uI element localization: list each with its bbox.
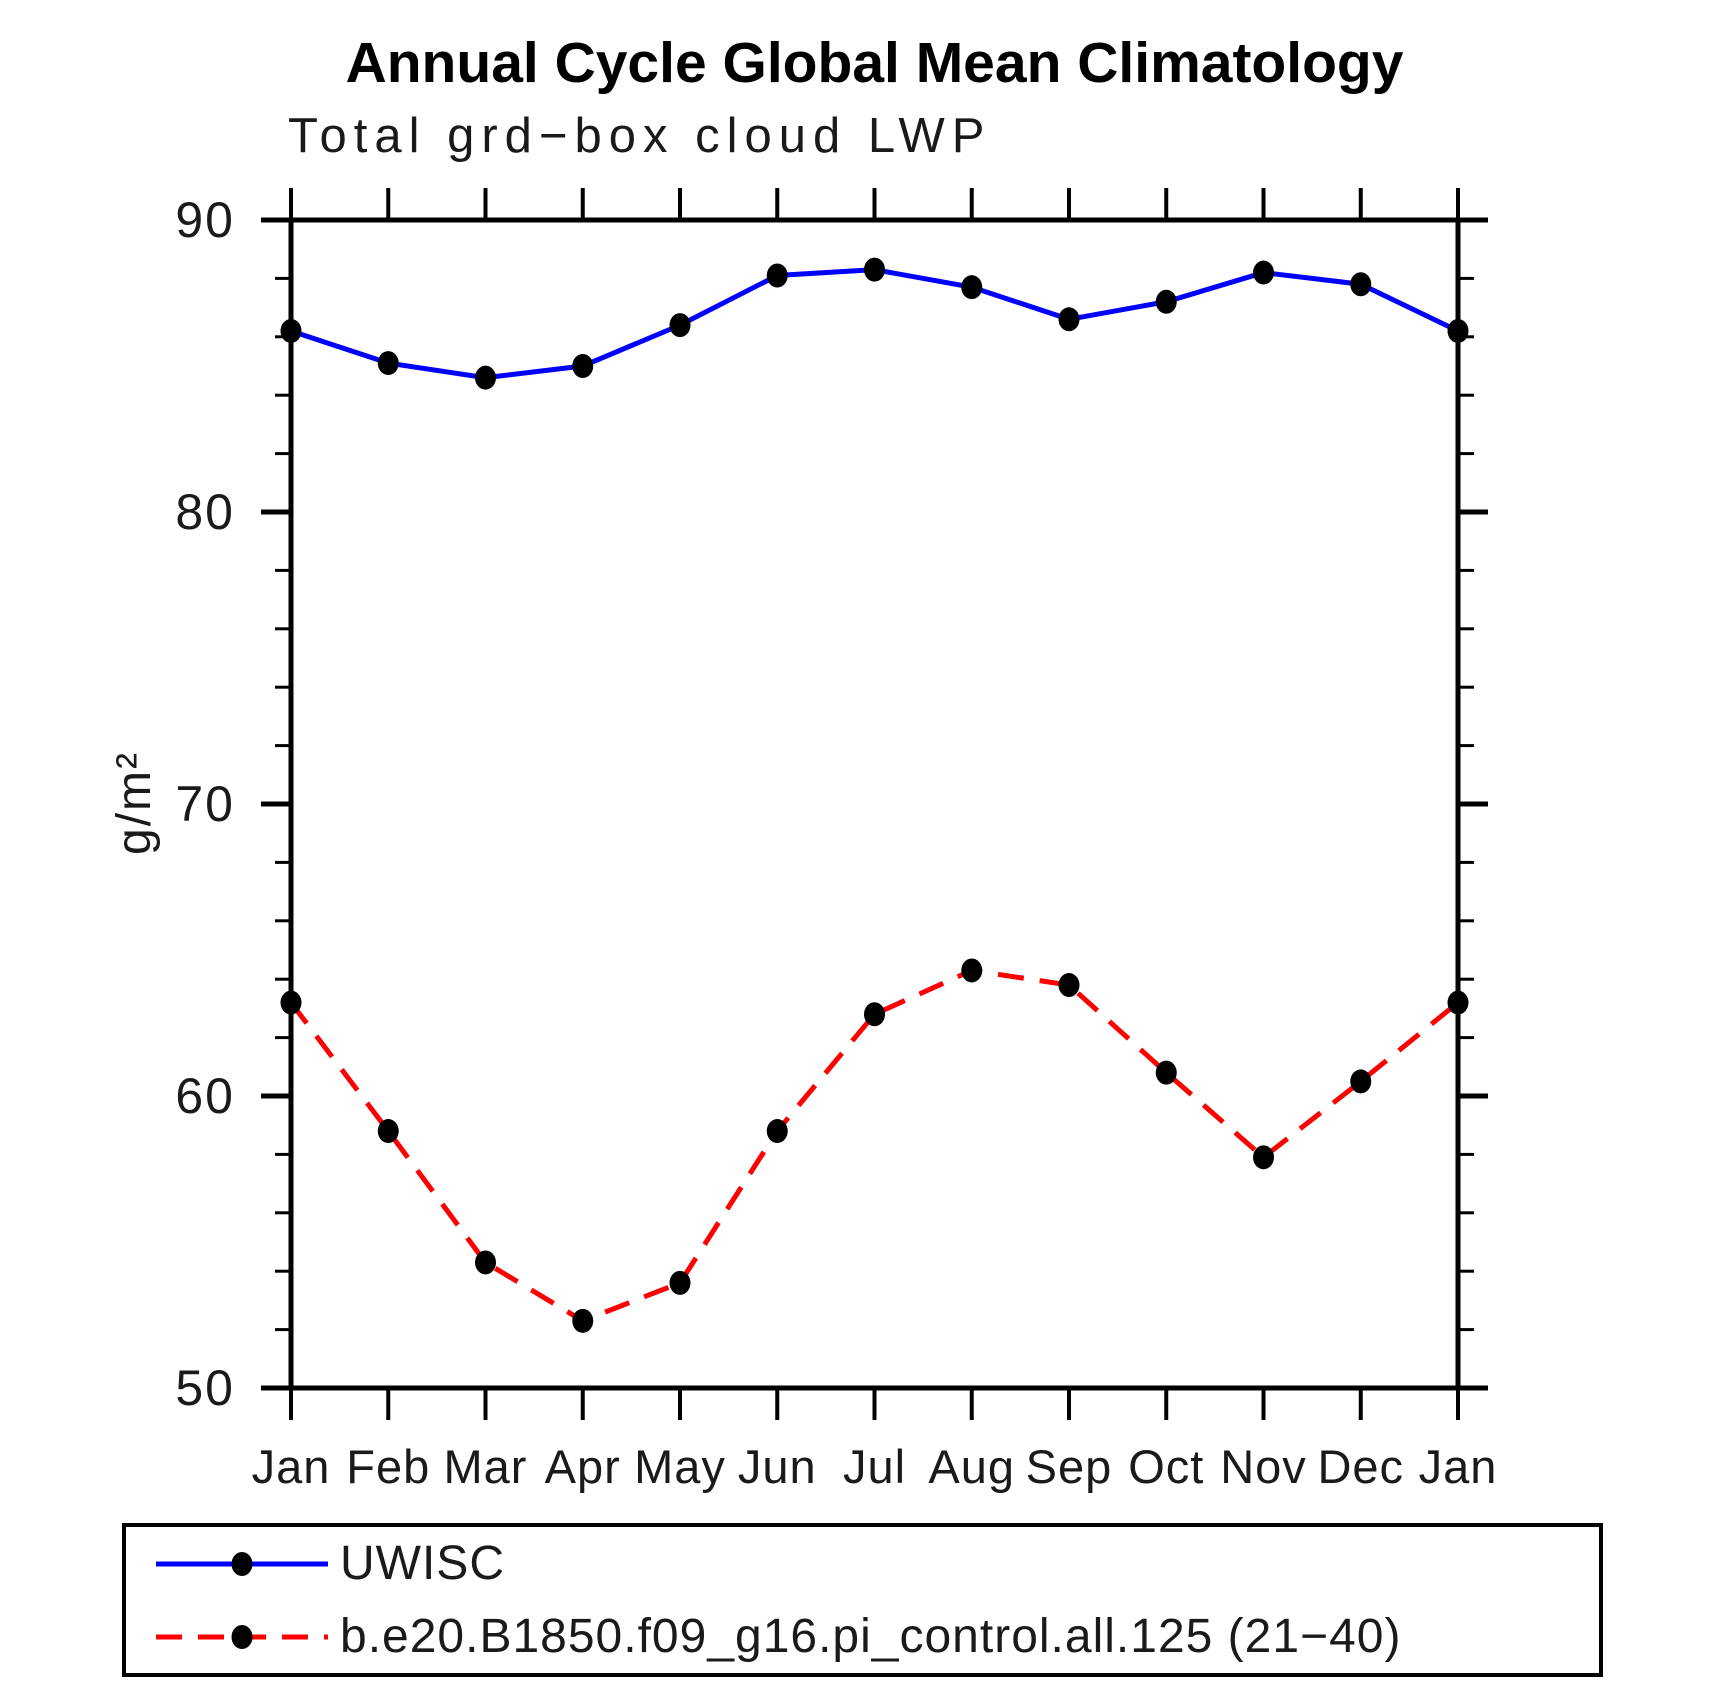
svg-text:Jan: Jan (1419, 1440, 1498, 1493)
svg-text:50: 50 (175, 1360, 235, 1416)
legend-row-uwisc: UWISC (126, 1527, 1599, 1600)
chart-title: Annual Cycle Global Mean Climatology (345, 31, 1404, 95)
svg-text:Jul: Jul (843, 1440, 906, 1493)
svg-text:70: 70 (175, 776, 235, 832)
svg-text:Sep: Sep (1026, 1440, 1113, 1493)
legend-box: UWISC b.e20.B1850.f09_g16.pi_control.all… (122, 1523, 1603, 1677)
svg-text:Apr: Apr (545, 1440, 621, 1493)
svg-text:Jun: Jun (738, 1440, 817, 1493)
svg-text:80: 80 (175, 484, 235, 540)
legend-label-uwisc: UWISC (340, 1536, 505, 1590)
svg-text:Dec: Dec (1317, 1440, 1404, 1493)
svg-text:Nov: Nov (1220, 1440, 1307, 1493)
legend-row-model: b.e20.B1850.f09_g16.pi_control.all.125 (… (126, 1600, 1599, 1673)
svg-text:Jan: Jan (252, 1440, 331, 1493)
svg-text:Feb: Feb (346, 1440, 430, 1493)
legend-label-model: b.e20.B1850.f09_g16.pi_control.all.125 (… (340, 1609, 1402, 1663)
svg-text:Mar: Mar (444, 1440, 528, 1493)
legend-line-sample-solid (156, 1551, 328, 1576)
svg-text:90: 90 (175, 192, 235, 248)
svg-text:Aug: Aug (928, 1440, 1015, 1493)
legend-line-sample-dashed (156, 1624, 328, 1649)
chart-subtitle: Total grd−box cloud LWP (288, 109, 992, 163)
svg-text:Oct: Oct (1128, 1440, 1204, 1493)
svg-text:60: 60 (175, 1068, 235, 1124)
svg-text:May: May (634, 1440, 726, 1493)
